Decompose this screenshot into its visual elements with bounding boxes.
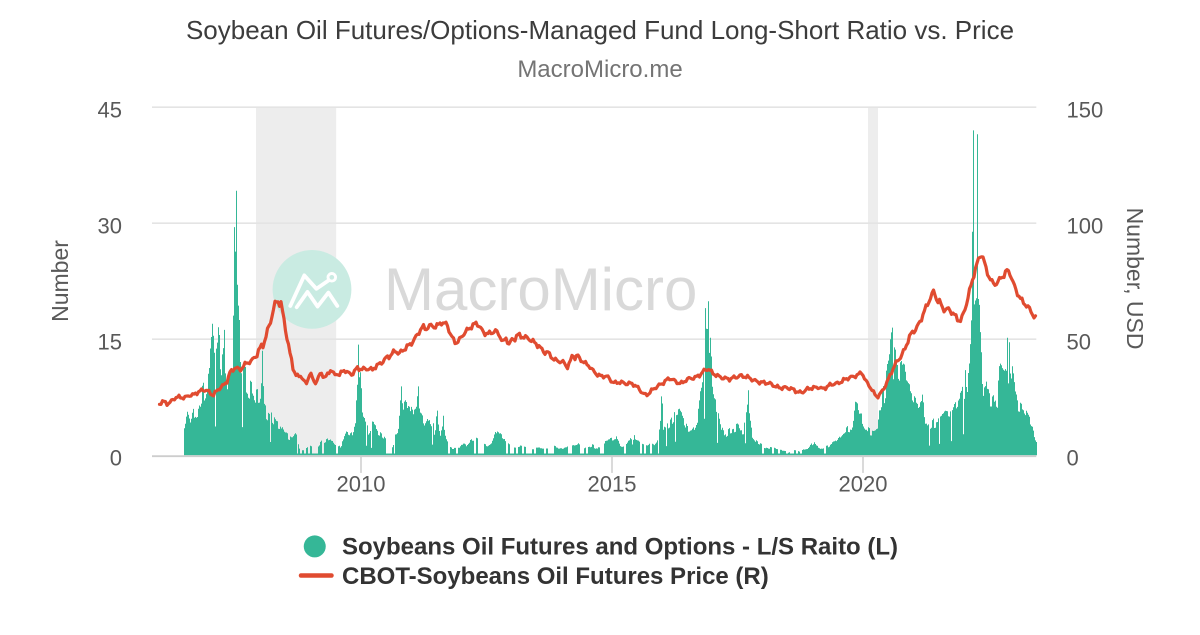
svg-text:0: 0 <box>1067 446 1079 471</box>
svg-text:Number: Number <box>47 240 73 322</box>
svg-text:2020: 2020 <box>839 472 888 497</box>
svg-text:45: 45 <box>98 98 122 123</box>
svg-text:0: 0 <box>110 446 122 471</box>
svg-text:100: 100 <box>1067 214 1104 239</box>
svg-text:150: 150 <box>1067 98 1104 123</box>
svg-text:Soybeans Oil Futures and Optio: Soybeans Oil Futures and Options - L/S R… <box>342 534 898 561</box>
svg-text:CBOT-Soybeans Oil Futures Pric: CBOT-Soybeans Oil Futures Price (R) <box>342 563 769 590</box>
svg-text:2010: 2010 <box>337 472 386 497</box>
svg-text:MacroMicro.me: MacroMicro.me <box>517 56 682 83</box>
svg-text:50: 50 <box>1067 330 1091 355</box>
svg-text:Number, USD: Number, USD <box>1122 208 1148 350</box>
svg-text:MacroMicro: MacroMicro <box>384 256 697 323</box>
svg-text:15: 15 <box>98 330 122 355</box>
svg-text:30: 30 <box>98 214 122 239</box>
svg-text:2015: 2015 <box>588 472 637 497</box>
svg-text:Soybean Oil Futures/Options-Ma: Soybean Oil Futures/Options-Managed Fund… <box>186 15 1014 45</box>
